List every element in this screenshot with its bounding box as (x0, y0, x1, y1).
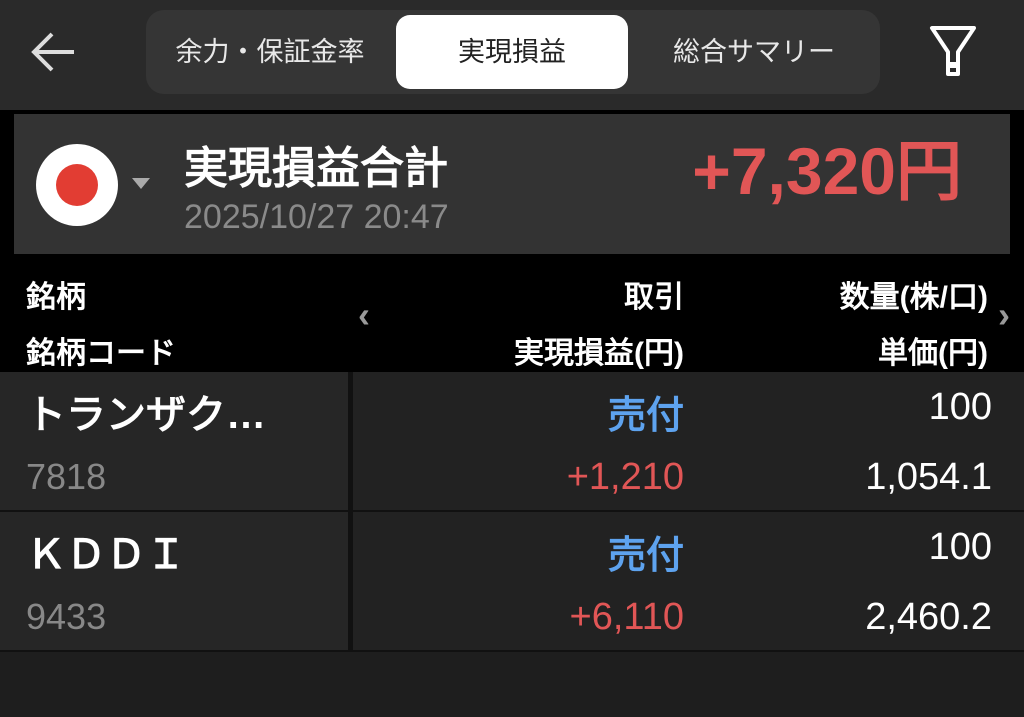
header-pl: 実現損益(円) (514, 337, 684, 370)
header-name: 銘柄 (26, 281, 86, 314)
stock-code: 9433 (26, 596, 107, 637)
realized-pl: +6,110 (569, 596, 684, 638)
trade-type: 売付 (607, 395, 684, 437)
stock-code: 7818 (26, 456, 107, 497)
summary-card: 実現損益合計 2025/10/27 20:47 +7,320円 (14, 114, 1010, 254)
segmented-tabs: 余力・保証金率 実現損益 総合サマリー (146, 10, 880, 94)
stock-name: ＫＤＤＩ (26, 533, 186, 577)
header-qty: 数量(株/口) (839, 281, 988, 314)
filter-icon[interactable] (928, 24, 978, 78)
chevron-right-icon[interactable]: › (998, 294, 1010, 335)
tab-realized-pl[interactable]: 実現損益 (396, 15, 628, 89)
realized-pl: +1,210 (566, 456, 684, 498)
table-header: 銘柄 銘柄コード 取引 実現損益(円) 数量(株/口) 単価(円) ‹ › (0, 256, 1024, 372)
quantity: 100 (928, 526, 992, 568)
summary-total: +7,320円 (692, 134, 962, 208)
table-row[interactable]: ＫＤＤＩ 9433 売付 +6,110 100 2,460.2 (0, 512, 1024, 652)
header-price: 単価(円) (878, 337, 988, 370)
tab-margin-ratio[interactable]: 余力・保証金率 (175, 37, 365, 67)
arrow-left-icon[interactable] (28, 26, 80, 78)
table-row[interactable]: トランザク… 7818 売付 +1,210 100 1,054.1 (0, 372, 1024, 512)
stock-name: トランザク… (26, 393, 266, 437)
summary-datetime: 2025/10/27 20:47 (184, 198, 449, 236)
header-code: 銘柄コード (26, 337, 176, 370)
header-trade: 取引 (624, 281, 684, 314)
summary-title: 実現損益合計 (184, 144, 448, 193)
unit-price: 1,054.1 (865, 456, 992, 498)
caret-down-icon[interactable] (132, 178, 150, 189)
top-bar: 余力・保証金率 実現損益 総合サマリー (0, 0, 1024, 110)
japan-flag-icon[interactable] (36, 144, 118, 226)
name-cell (0, 512, 353, 650)
trade-type: 売付 (607, 535, 684, 577)
unit-price: 2,460.2 (865, 596, 992, 638)
name-cell (0, 372, 353, 510)
quantity: 100 (928, 386, 992, 428)
tab-summary[interactable]: 総合サマリー (673, 37, 835, 67)
chevron-left-icon[interactable]: ‹ (358, 294, 370, 335)
